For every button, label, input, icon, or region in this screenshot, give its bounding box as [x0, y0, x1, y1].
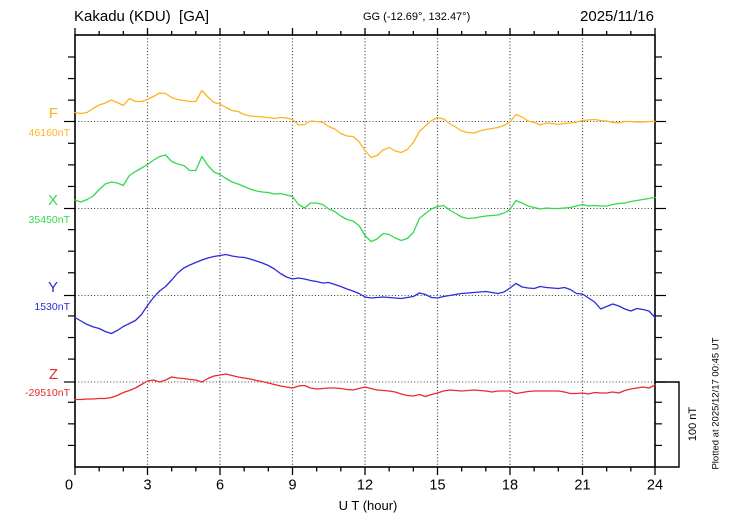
series-label-f: F [48, 105, 58, 122]
series-label-y: Y [47, 279, 58, 296]
svg-text:15: 15 [429, 478, 445, 494]
svg-text:6: 6 [216, 478, 224, 494]
svg-text:3: 3 [143, 478, 151, 494]
series-baseline-y: 1530nT [34, 301, 70, 313]
x-axis-title: U T (hour) [338, 498, 398, 513]
plot-date: 2025/11/16 [580, 8, 654, 25]
svg-text:18: 18 [502, 478, 518, 494]
series-label-z: Z [48, 366, 58, 383]
geographic-coordinates: GG (-12.69°, 132.47°) [363, 11, 471, 23]
svg-text:12: 12 [357, 478, 373, 494]
svg-text:24: 24 [647, 478, 663, 494]
series-baseline-z: -29510nT [25, 387, 70, 399]
series-label-x: X [47, 192, 58, 209]
station-title: Kakadu (KDU) [GA] [74, 8, 210, 25]
scale-bar-label: 100 nT [687, 406, 699, 442]
plotted-at-note: Plotted at 2025/12/17 00:45 UT [710, 337, 722, 470]
svg-text:0: 0 [65, 478, 73, 494]
svg-text:9: 9 [288, 478, 296, 494]
svg-text:21: 21 [574, 478, 590, 494]
series-baseline-f: 46160nT [28, 127, 70, 139]
series-baseline-x: 35450nT [28, 214, 70, 226]
